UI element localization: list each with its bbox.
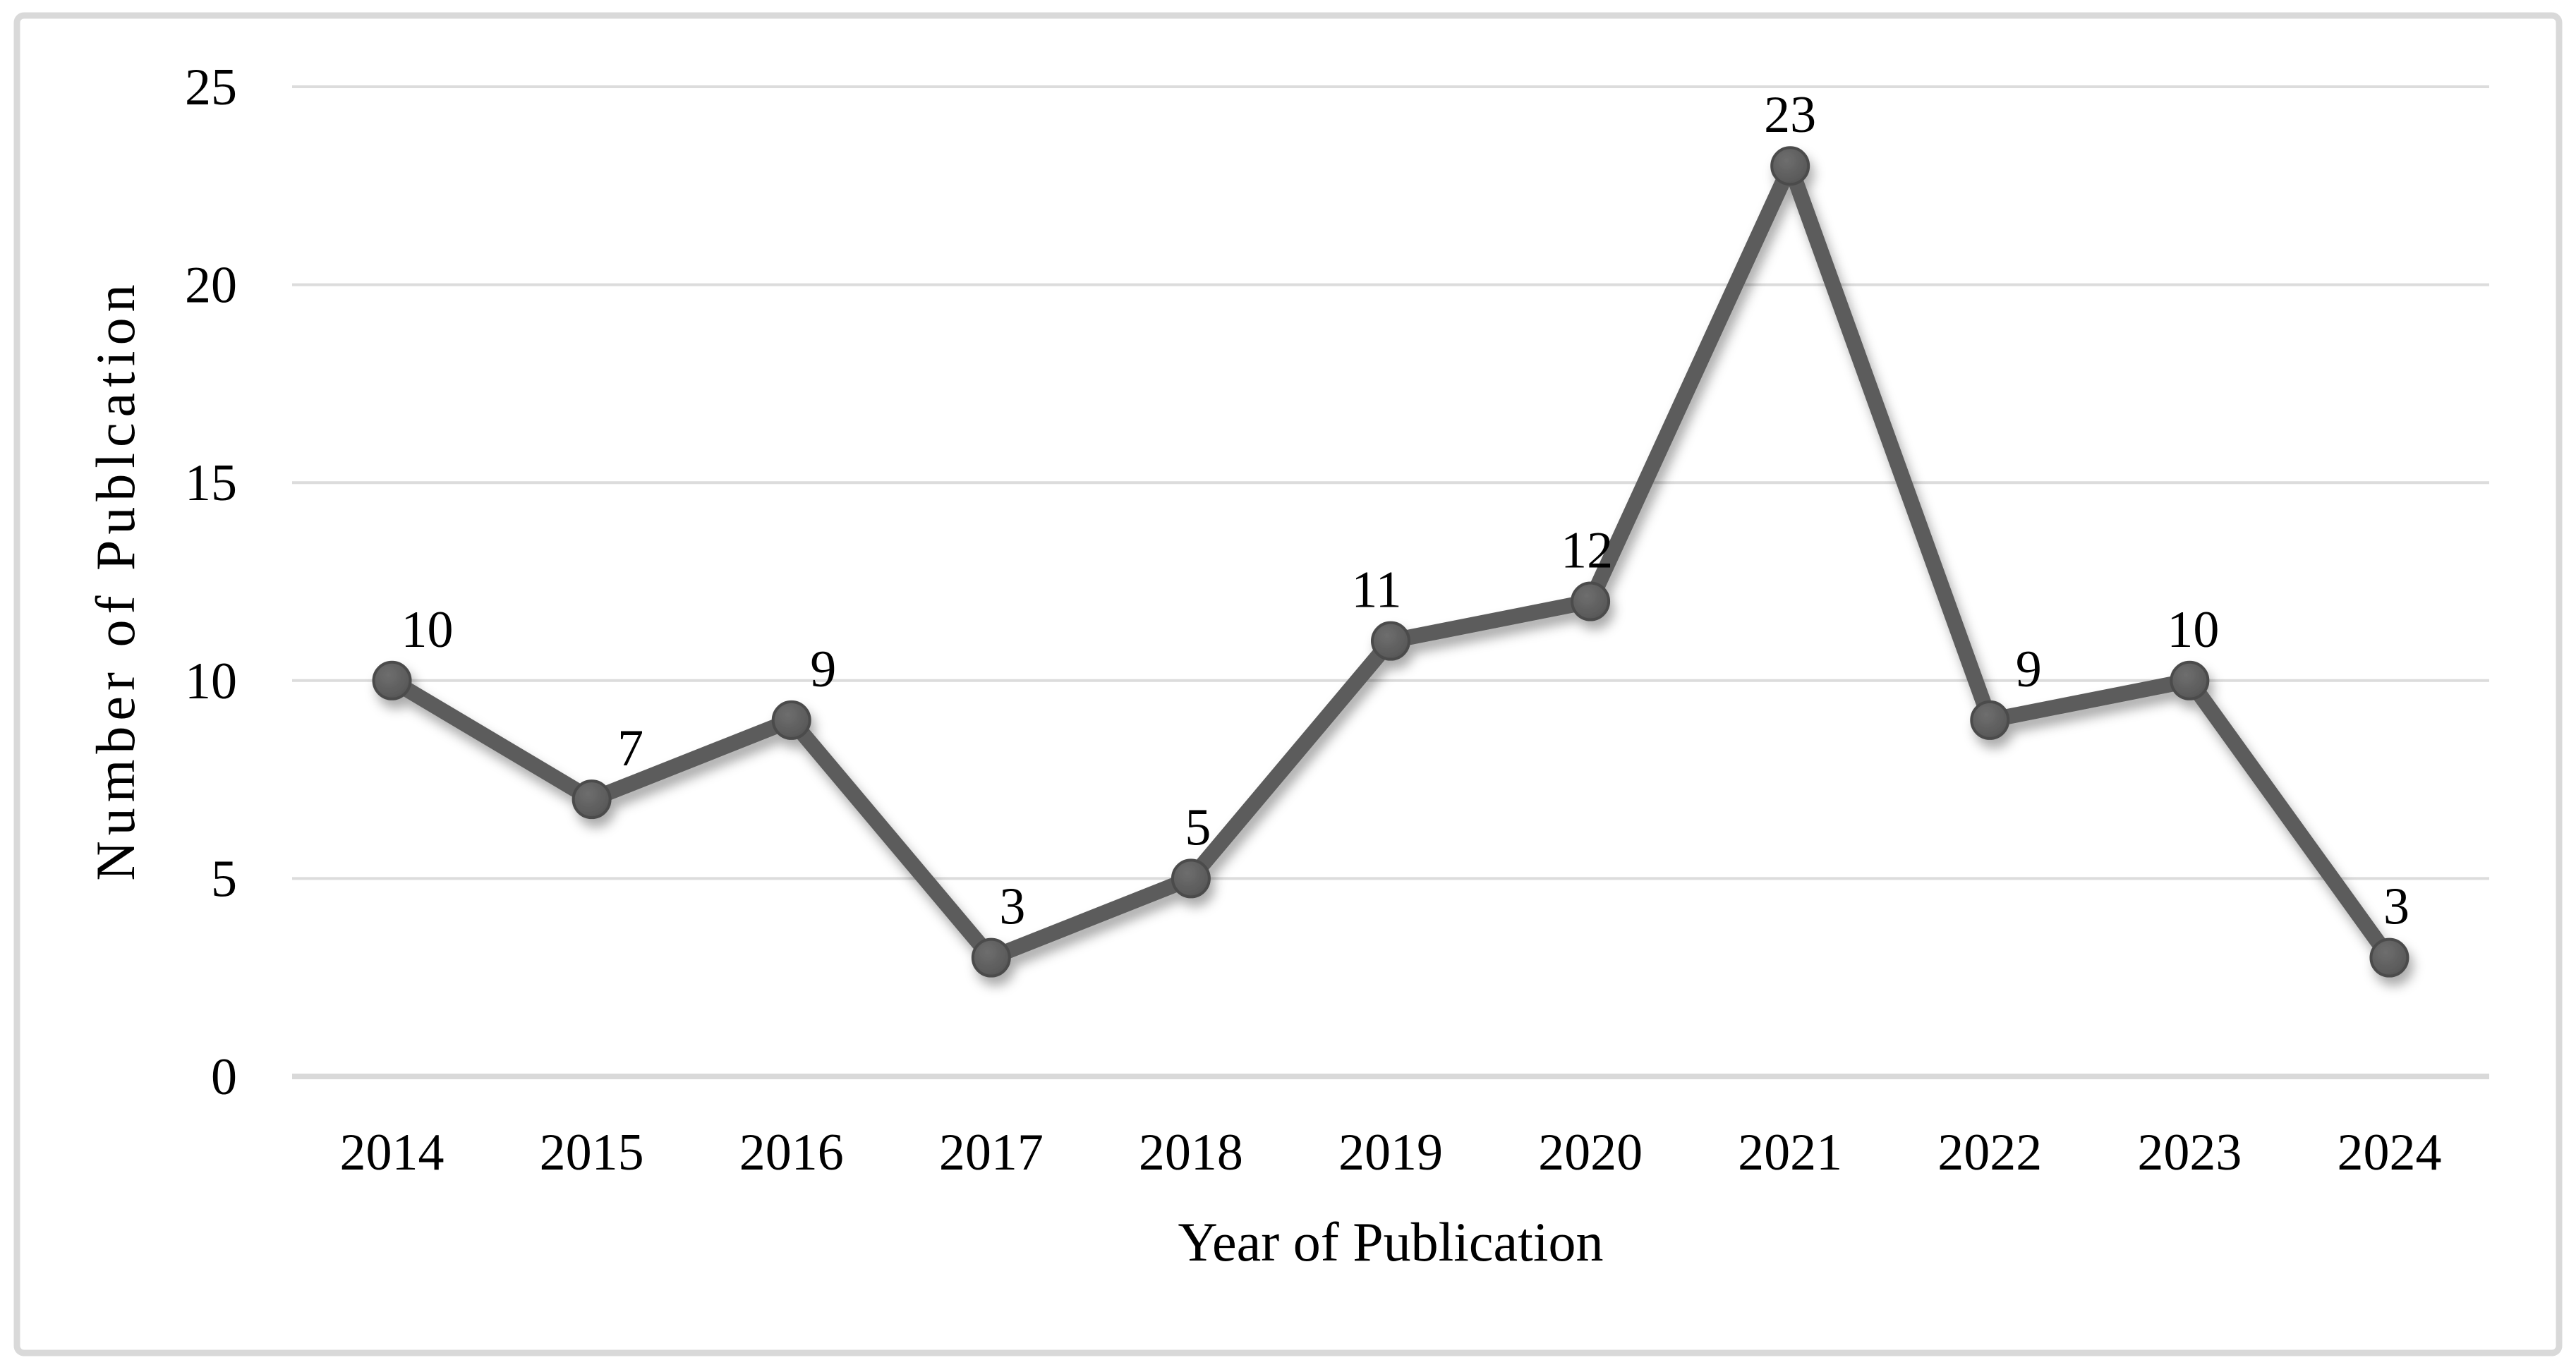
y-tick-label: 20 [185, 257, 237, 315]
y-tick-label: 10 [185, 652, 237, 710]
data-point-marker [1371, 621, 1410, 661]
x-tick-label: 2018 [1139, 1124, 1243, 1182]
data-point-marker [1571, 581, 1611, 621]
y-tick-label: 15 [185, 454, 237, 512]
data-point-marker [771, 700, 811, 740]
x-tick-label: 2022 [1937, 1124, 2042, 1182]
data-label: 3 [2383, 878, 2409, 936]
data-label: 9 [2016, 641, 2042, 698]
data-point-marker [1770, 146, 1810, 186]
data-point-marker [372, 660, 412, 700]
series-line-group [372, 146, 2409, 978]
x-tick-label: 2014 [340, 1124, 445, 1182]
x-tick-label: 2021 [1738, 1124, 1842, 1182]
data-label: 7 [617, 720, 643, 777]
x-axis-title: Year of Publication [1178, 1211, 1603, 1273]
data-point-marker [2369, 937, 2409, 978]
data-label: 12 [1561, 522, 1613, 580]
data-point-labels: 10 7 9 3 5 11 12 23 9 10 3 [401, 86, 2409, 935]
y-tick-label: 5 [211, 850, 237, 908]
data-label: 11 [1351, 561, 1401, 619]
chart-border-frame [13, 12, 2563, 1356]
data-point-marker [2170, 660, 2210, 700]
data-point-marker [1171, 858, 1211, 899]
y-tick-label: 0 [211, 1048, 237, 1106]
x-tick-label: 2020 [1538, 1124, 1643, 1182]
data-point-marker [1970, 700, 2010, 740]
data-label: 3 [999, 878, 1025, 936]
data-label: 9 [810, 641, 836, 698]
x-tick-label: 2019 [1338, 1124, 1443, 1182]
y-axis-title: Number of Publcation [85, 279, 146, 880]
data-label: 5 [1185, 799, 1211, 856]
y-axis-tick-labels: 0 5 10 15 20 25 [185, 59, 237, 1106]
data-point-marker [572, 779, 612, 820]
x-tick-label: 2023 [2137, 1124, 2242, 1182]
x-axis-tick-labels: 2014 2015 2016 2017 2018 2019 2020 2021 2022 2023… [340, 1124, 2442, 1182]
x-tick-label: 2017 [939, 1124, 1044, 1182]
x-tick-label: 2016 [739, 1124, 844, 1182]
gridlines [292, 85, 2489, 1079]
data-label: 23 [1764, 86, 1816, 144]
data-series [372, 146, 2409, 978]
data-label: 10 [401, 601, 454, 659]
data-point-marker [971, 937, 1011, 978]
y-tick-label: 25 [185, 59, 237, 116]
x-tick-label: 2024 [2337, 1124, 2441, 1182]
x-tick-label: 2015 [540, 1124, 644, 1182]
data-label: 10 [2167, 601, 2219, 659]
